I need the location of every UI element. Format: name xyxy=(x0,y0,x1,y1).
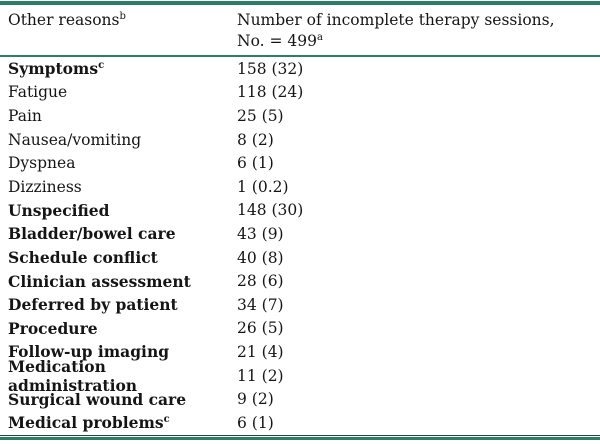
row-value: 28 (6) xyxy=(237,272,284,291)
table-row-medical-problems: Medical problemsc 6 (1) xyxy=(8,411,594,435)
row-value: 25 (5) xyxy=(237,106,284,125)
row-label-text: Deferred by patient xyxy=(8,295,178,315)
table-body: Other reasonsb Number of incomplete ther… xyxy=(0,5,600,55)
table-row-unspecified: Unspecified 148 (30) xyxy=(8,199,594,223)
row-label: Medication administration xyxy=(8,357,237,395)
row-label: Unspecified xyxy=(8,201,237,220)
row-label-text: Symptoms xyxy=(8,59,99,79)
table-row-medication-administration: Medication administration 11 (2) xyxy=(8,357,594,395)
top-rule xyxy=(0,1,600,5)
row-label-text: Nausea/vomiting xyxy=(8,130,142,149)
row-value: 158 (32) xyxy=(237,59,304,78)
header-col-other-reasons: Other reasonsb xyxy=(8,10,237,51)
table-row-deferred-by-patient: Deferred by patient 34 (7) xyxy=(8,293,594,317)
bottom-rule xyxy=(0,436,600,440)
row-label: Clinician assessment xyxy=(8,272,237,291)
row-value: 8 (2) xyxy=(237,130,274,149)
row-value: 118 (24) xyxy=(237,83,304,102)
header-col1-superscript: b xyxy=(119,10,126,22)
row-label-superscript: c xyxy=(163,414,170,426)
row-value: 11 (2) xyxy=(237,366,284,385)
table-row-surgical-wound-care: Surgical wound care 9 (2) xyxy=(8,387,594,411)
row-label-text: Clinician assessment xyxy=(8,271,191,291)
row-label-text: Surgical wound care xyxy=(8,389,187,409)
row-value: 34 (7) xyxy=(237,295,284,314)
row-label-text: Dizziness xyxy=(8,177,82,196)
row-label-superscript: c xyxy=(98,60,105,72)
bottom-rule-gap xyxy=(0,435,600,437)
table-rows: Symptomsc 158 (32) Fatigue 118 (24) Pain… xyxy=(0,57,600,435)
table-row-follow-up-imaging: Follow-up imaging 21 (4) xyxy=(8,340,594,364)
header-col-sessions: Number of incomplete therapy sessions, No… xyxy=(237,10,594,51)
table-row-symptoms: Symptomsc 158 (32) xyxy=(8,57,594,81)
row-label: Surgical wound care xyxy=(8,390,237,409)
table-row-bladder-bowel-care: Bladder/bowel care 43 (9) xyxy=(8,222,594,246)
table-row-procedure: Procedure 26 (5) xyxy=(8,317,594,341)
table-row-fatigue: Fatigue 118 (24) xyxy=(8,81,594,105)
row-label-text: Dyspnea xyxy=(8,154,76,173)
row-label-text: Pain xyxy=(8,106,42,125)
row-label-text: Bladder/bowel care xyxy=(8,224,176,244)
row-label: Procedure xyxy=(8,319,237,338)
header-col2-superscript: a xyxy=(316,31,323,43)
row-label-text: Medical problems xyxy=(8,413,164,433)
row-label-text: Fatigue xyxy=(8,83,68,102)
row-label: Deferred by patient xyxy=(8,295,237,314)
row-label: Symptomsc xyxy=(8,59,237,78)
row-value: 6 (1) xyxy=(237,154,274,173)
row-value: 9 (2) xyxy=(237,390,274,409)
header-col1-text: Other reasons xyxy=(8,11,120,29)
row-label: Nausea/vomiting xyxy=(8,131,237,149)
row-value: 40 (8) xyxy=(237,248,284,267)
row-value: 43 (9) xyxy=(237,224,284,243)
table-row-dyspnea: Dyspnea 6 (1) xyxy=(8,151,594,175)
row-label-text: Procedure xyxy=(8,318,98,338)
row-value: 21 (4) xyxy=(237,342,284,361)
header-rule xyxy=(0,55,600,57)
row-label: Fatigue xyxy=(8,83,237,101)
table-row-schedule-conflict: Schedule conflict 40 (8) xyxy=(8,246,594,270)
table-row-nausea-vomiting: Nausea/vomiting 8 (2) xyxy=(8,128,594,152)
header-col2-line2: No. = 499 xyxy=(237,31,317,50)
header-col2-line1: Number of incomplete therapy sessions, xyxy=(237,11,555,29)
table-row-dizziness: Dizziness 1 (0.2) xyxy=(8,175,594,199)
row-label-text: Follow-up imaging xyxy=(8,342,170,362)
row-label: Bladder/bowel care xyxy=(8,224,237,243)
row-label: Dyspnea xyxy=(8,154,237,172)
row-value: 1 (0.2) xyxy=(237,177,289,196)
row-label: Medical problemsc xyxy=(8,413,237,432)
row-label-text: Schedule conflict xyxy=(8,248,158,268)
row-label: Pain xyxy=(8,107,237,125)
row-value: 148 (30) xyxy=(237,201,304,220)
row-label-text: Medication administration xyxy=(8,356,138,395)
row-label-text: Unspecified xyxy=(8,200,110,220)
row-label: Schedule conflict xyxy=(8,248,237,267)
row-label: Dizziness xyxy=(8,178,237,196)
row-value: 26 (5) xyxy=(237,319,284,338)
table-header: Other reasonsb Number of incomplete ther… xyxy=(8,5,594,55)
table-row-clinician-assessment: Clinician assessment 28 (6) xyxy=(8,269,594,293)
row-label: Follow-up imaging xyxy=(8,342,237,361)
bottom-rule-dark xyxy=(0,434,600,436)
row-value: 6 (1) xyxy=(237,413,274,432)
table-row-pain: Pain 25 (5) xyxy=(8,104,594,128)
